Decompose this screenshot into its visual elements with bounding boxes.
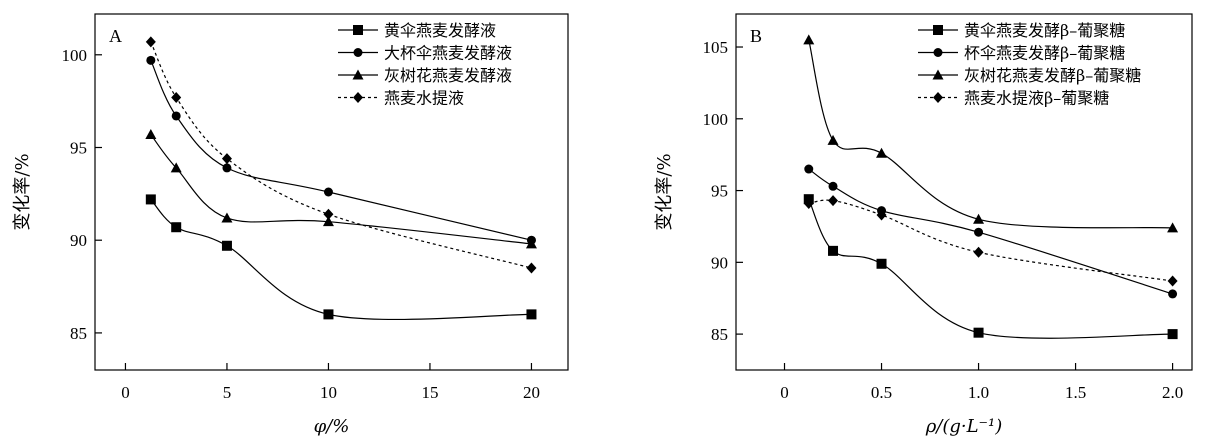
data-point-triangle — [145, 129, 157, 140]
legend-marker-circle — [933, 48, 943, 57]
data-point-triangle — [322, 216, 334, 227]
data-point-diamond — [876, 209, 887, 221]
x-tick-label: 5 — [223, 383, 232, 402]
data-point-triangle — [525, 238, 537, 249]
y-tick-label: 100 — [62, 46, 88, 65]
x-tick-label: 0.5 — [871, 383, 892, 402]
y-tick-label: 85 — [711, 325, 728, 344]
y-tick-label: 105 — [703, 38, 729, 57]
data-point-diamond — [526, 262, 537, 274]
series-line-4 — [808, 199, 1173, 282]
legend-label: 灰树花燕麦发酵β–葡聚糖 — [964, 66, 1141, 85]
legend-marker-circle — [353, 48, 363, 57]
data-point-circle — [828, 181, 838, 191]
x-tick-label: 0 — [780, 383, 789, 402]
legend-marker-square — [353, 25, 363, 35]
legend-label: 燕麦水提液 — [384, 89, 464, 108]
x-axis-label: φ/% — [314, 416, 350, 437]
x-tick-label: 15 — [421, 383, 438, 402]
data-point-square — [876, 258, 887, 269]
x-axis-label: ρ/(g·L⁻¹) — [925, 416, 1003, 437]
x-tick-label: 1.0 — [968, 383, 989, 402]
legend-marker-triangle — [932, 69, 944, 80]
data-point-circle — [323, 187, 333, 197]
data-point-diamond — [171, 91, 182, 103]
series-line-3 — [150, 134, 532, 245]
series-line-2 — [150, 60, 532, 241]
y-tick-label: 95 — [711, 182, 728, 201]
panel-a: A 0 5 10 15 20 85 90 95 100 φ/% 变化率/% 黄伞燕麦发酵液大杯伞燕麦发酵… — [12, 13, 569, 437]
panel-b: B 0 0.5 1.0 1.5 2.0 85 90 95 100 105 ρ/(g·L⁻¹) 变化率/%… — [654, 13, 1193, 437]
series-line-1 — [150, 199, 532, 321]
x-tick-label: 1.5 — [1065, 383, 1086, 402]
data-point-square — [526, 309, 537, 320]
data-point-triangle — [827, 134, 839, 145]
legend-label: 大杯伞燕麦发酵液 — [384, 44, 512, 63]
y-tick-label: 100 — [703, 110, 729, 129]
legend-label: 杯伞燕麦发酵β–葡聚糖 — [964, 44, 1125, 63]
data-point-diamond — [803, 197, 814, 209]
series-line-4 — [150, 41, 532, 269]
legend-marker-square — [933, 25, 943, 35]
y-tick-label: 85 — [70, 324, 87, 343]
legend-label: 灰树花燕麦发酵液 — [384, 66, 512, 85]
y-tick-label: 95 — [70, 139, 87, 158]
data-point-circle — [222, 163, 232, 173]
data-point-square — [323, 309, 334, 320]
legend-label: 燕麦水提液β–葡聚糖 — [964, 89, 1109, 108]
data-point-circle — [804, 164, 814, 174]
data-point-diamond — [145, 36, 156, 48]
data-point-square — [221, 240, 232, 251]
data-point-diamond — [221, 153, 232, 165]
legend-label: 黄伞燕麦发酵液 — [384, 21, 496, 40]
legend-marker-diamond — [353, 92, 363, 103]
data-point-diamond — [323, 208, 334, 220]
plot-frame — [94, 13, 569, 371]
series-line-1 — [808, 198, 1173, 339]
x-tick-label: 0 — [121, 383, 130, 402]
data-point-circle — [146, 55, 156, 65]
data-point-triangle — [973, 213, 985, 224]
data-point-square — [1167, 329, 1178, 340]
y-tick-label: 90 — [70, 231, 87, 250]
legend-label: 黄伞燕麦发酵β–葡聚糖 — [964, 21, 1125, 40]
y-tick-label: 90 — [711, 253, 728, 272]
legend-marker-triangle — [352, 69, 364, 80]
plot-frame — [735, 13, 1193, 371]
data-point-square — [973, 327, 984, 338]
data-point-square — [171, 222, 182, 233]
data-point-diamond — [1167, 275, 1178, 287]
series-line-3 — [808, 39, 1173, 229]
data-point-triangle — [170, 162, 182, 173]
data-point-diamond — [973, 246, 984, 258]
x-tick-label: 20 — [523, 383, 540, 402]
data-point-triangle — [803, 34, 815, 45]
data-point-triangle — [876, 147, 888, 158]
panel-label: A — [109, 26, 122, 46]
data-point-square — [145, 194, 156, 205]
y-axis-label: 变化率/% — [12, 153, 33, 230]
legend-marker-diamond — [933, 92, 943, 103]
data-point-circle — [1168, 289, 1178, 299]
series-line-2 — [808, 168, 1173, 295]
data-point-triangle — [1167, 222, 1179, 233]
data-point-circle — [974, 227, 984, 237]
data-point-diamond — [828, 195, 839, 207]
x-tick-label: 10 — [320, 383, 337, 402]
x-tick-label: 2.0 — [1162, 383, 1183, 402]
data-point-square — [828, 245, 839, 256]
panel-label: B — [750, 26, 762, 46]
data-point-circle — [171, 111, 181, 121]
y-axis-label: 变化率/% — [654, 153, 675, 230]
data-point-triangle — [221, 212, 233, 223]
